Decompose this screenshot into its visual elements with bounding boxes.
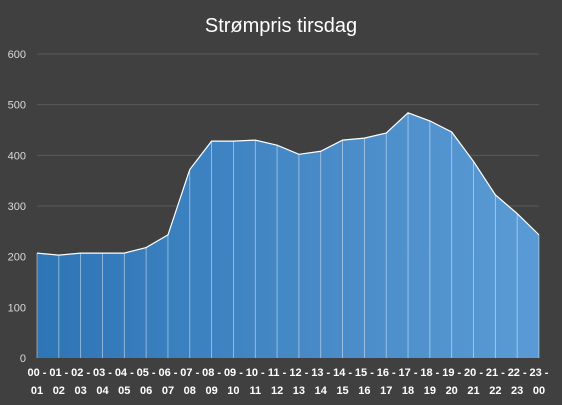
x-tick-label: 21 bbox=[467, 385, 479, 397]
x-tick-label: 04 bbox=[96, 385, 109, 397]
x-tick-label: 07 bbox=[162, 385, 174, 397]
x-tick-label: 01 bbox=[31, 385, 43, 397]
x-tick-label: 02 - bbox=[71, 367, 90, 379]
x-tick-label: 10 bbox=[227, 385, 239, 397]
x-tick-label: 19 - bbox=[442, 367, 461, 379]
x-tick-label: 14 bbox=[315, 385, 328, 397]
x-tick-label: 18 bbox=[402, 385, 414, 397]
x-tick-label: 18 - bbox=[420, 367, 439, 379]
chart-title: Strømpris tirsdag bbox=[205, 15, 357, 37]
x-tick-label: 16 bbox=[358, 385, 370, 397]
x-tick-label: 11 bbox=[249, 385, 261, 397]
x-tick-label: 01 - bbox=[49, 367, 68, 379]
x-tick-label: 20 - bbox=[464, 367, 483, 379]
x-tick-label: 06 bbox=[140, 385, 152, 397]
y-tick-label: 400 bbox=[8, 150, 26, 162]
x-tick-label: 00 - bbox=[28, 367, 47, 379]
x-tick-label: 13 bbox=[293, 385, 305, 397]
x-tick-label: 12 bbox=[271, 385, 283, 397]
x-axis-ticks: 00 - 01 01 - 02 02 - 03 03 - 04 04 - 05 05 - 06 06 -… bbox=[28, 367, 549, 397]
x-tick-label: 09 bbox=[205, 385, 217, 397]
x-tick-label: 03 bbox=[75, 385, 87, 397]
y-tick-label: 300 bbox=[8, 201, 26, 213]
x-tick-label: 17 - bbox=[399, 367, 418, 379]
x-tick-label: 19 bbox=[424, 385, 436, 397]
x-tick-label: 12 - bbox=[289, 367, 308, 379]
x-tick-label: 15 bbox=[336, 385, 348, 397]
y-tick-label: 200 bbox=[8, 252, 26, 264]
x-tick-label: 23 - bbox=[530, 367, 549, 379]
x-tick-label: 07 - bbox=[180, 367, 199, 379]
y-tick-label: 600 bbox=[8, 49, 26, 61]
x-tick-label: 08 - bbox=[202, 367, 221, 379]
x-tick-label: 05 bbox=[118, 385, 130, 397]
x-tick-label: 02 bbox=[53, 385, 65, 397]
x-tick-label: 15 - bbox=[355, 367, 374, 379]
x-tick-label: 23 bbox=[511, 385, 523, 397]
x-tick-label: 22 bbox=[489, 385, 501, 397]
x-tick-label: 13 - bbox=[311, 367, 330, 379]
x-tick-label: 03 - bbox=[93, 367, 112, 379]
x-tick-label: 11 - bbox=[268, 367, 287, 379]
x-tick-label: 06 - bbox=[158, 367, 177, 379]
x-tick-label: 16 - bbox=[377, 367, 396, 379]
x-tick-label: 05 - bbox=[137, 367, 156, 379]
x-tick-label: 20 bbox=[446, 385, 458, 397]
x-tick-label: 08 bbox=[184, 385, 196, 397]
x-tick-label: 10 - bbox=[246, 367, 265, 379]
area-fill bbox=[37, 112, 539, 358]
y-tick-label: 500 bbox=[8, 100, 26, 112]
area-series bbox=[36, 112, 540, 358]
x-tick-label: 04 - bbox=[115, 367, 134, 379]
y-axis-ticks: 0 100 200 300 400 500 600 bbox=[8, 49, 26, 365]
x-tick-label: 09 - bbox=[224, 367, 243, 379]
x-tick-label: 14 - bbox=[333, 367, 352, 379]
y-tick-label: 100 bbox=[8, 302, 26, 314]
x-tick-label: 22 - bbox=[508, 367, 527, 379]
x-tick-label: 00 bbox=[533, 385, 545, 397]
series-line bbox=[36, 112, 540, 256]
x-tick-label: 21 - bbox=[486, 367, 505, 379]
y-tick-label: 0 bbox=[20, 353, 26, 365]
x-tick-label: 17 bbox=[380, 385, 392, 397]
